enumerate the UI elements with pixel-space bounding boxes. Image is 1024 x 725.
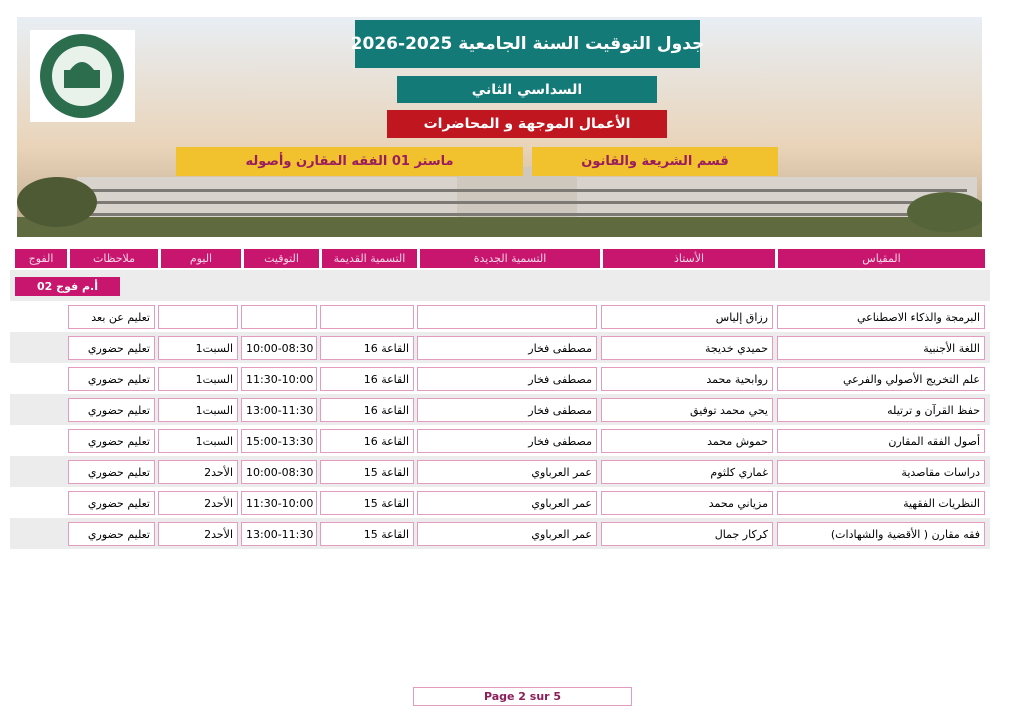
column-header: الأستاذ [603, 249, 775, 268]
logo-emblem [40, 34, 124, 118]
cell-time: 10:00-08:30 [241, 460, 317, 484]
cell-module: البرمجة والذكاء الاصطناعي [777, 305, 985, 329]
cell-old-name: القاعة 15 [320, 460, 414, 484]
cell-old-name: القاعة 16 [320, 398, 414, 422]
cell-new-name: عمر العرباوي [417, 460, 597, 484]
cell-module: اللغة الأجنبية [777, 336, 985, 360]
cell-time: 11:30-10:00 [241, 491, 317, 515]
cell-teacher: مزياني محمد [601, 491, 773, 515]
cell-teacher: حموش محمد [601, 429, 773, 453]
title: جدول التوقيت السنة الجامعية 2025-2026 [351, 20, 704, 68]
cell-teacher: يحي محمد توفيق [601, 398, 773, 422]
semester: السداسي الثاني [397, 76, 657, 103]
column-header: التسمية الجديدة [420, 249, 600, 268]
cell-new-name [417, 305, 597, 329]
cell-new-name: عمر العرباوي [417, 522, 597, 546]
cell-day: السبت1 [158, 429, 238, 453]
cell-day [158, 305, 238, 329]
cell-module: حفظ القرآن و ترتيله [777, 398, 985, 422]
cell-module: فقه مقارن ( الأقضية والشهادات) [777, 522, 985, 546]
cell-note: تعليم حضوري [68, 336, 155, 360]
cell-day: الأحد2 [158, 460, 238, 484]
cell-time [241, 305, 317, 329]
department: قسم الشريعة والقانون [532, 147, 778, 176]
cell-note: تعليم حضوري [68, 491, 155, 515]
cell-note: تعليم حضوري [68, 429, 155, 453]
cell-note: تعليم عن بعد [68, 305, 155, 329]
cell-time: 13:00-11:30 [241, 522, 317, 546]
cell-old-name: القاعة 16 [320, 336, 414, 360]
cell-teacher: رزاق إلياس [601, 305, 773, 329]
cell-note: تعليم حضوري [68, 367, 155, 391]
column-header: الفوج [15, 249, 67, 268]
program: ماستر 01 الفقه المقارن وأصوله [176, 147, 523, 176]
cell-teacher: غماري كلثوم [601, 460, 773, 484]
cell-module: علم التخريج الأصولي والفرعي [777, 367, 985, 391]
cell-old-name: القاعة 15 [320, 522, 414, 546]
cell-new-name: مصطفى فخار [417, 398, 597, 422]
cell-old-name: القاعة 16 [320, 429, 414, 453]
cell-day: الأحد2 [158, 491, 238, 515]
cell-note: تعليم حضوري [68, 398, 155, 422]
cell-old-name: القاعة 15 [320, 491, 414, 515]
cell-day: السبت1 [158, 367, 238, 391]
column-header: التسمية القديمة [322, 249, 417, 268]
cell-note: تعليم حضوري [68, 460, 155, 484]
page-number: Page 2 sur 5 [413, 687, 632, 706]
cell-old-name [320, 305, 414, 329]
cell-day: السبت1 [158, 336, 238, 360]
cell-teacher: روابحية محمد [601, 367, 773, 391]
cell-teacher: حميدي خديجة [601, 336, 773, 360]
cell-teacher: كركار جمال [601, 522, 773, 546]
cell-new-name: عمر العرباوي [417, 491, 597, 515]
cell-new-name: مصطفى فخار [417, 336, 597, 360]
cell-time: 15:00-13:30 [241, 429, 317, 453]
logo [30, 30, 135, 122]
group-band [10, 270, 990, 301]
cell-module: أصول الفقه المقارن [777, 429, 985, 453]
group-label: أ.م فوج 02 [15, 277, 120, 296]
column-header: اليوم [161, 249, 241, 268]
session-type: الأعمال الموجهة و المحاضرات [387, 110, 667, 138]
cell-old-name: القاعة 16 [320, 367, 414, 391]
cell-time: 13:00-11:30 [241, 398, 317, 422]
cell-module: دراسات مقاصدية [777, 460, 985, 484]
column-header: المقياس [778, 249, 985, 268]
cell-day: الأحد2 [158, 522, 238, 546]
cell-note: تعليم حضوري [68, 522, 155, 546]
column-header: ملاحظات [70, 249, 158, 268]
cell-new-name: مصطفى فخار [417, 367, 597, 391]
column-header: التوقيت [244, 249, 319, 268]
cell-new-name: مصطفى فخار [417, 429, 597, 453]
cell-day: السبت1 [158, 398, 238, 422]
cell-time: 11:30-10:00 [241, 367, 317, 391]
cell-module: النظريات الفقهية [777, 491, 985, 515]
cell-time: 10:00-08:30 [241, 336, 317, 360]
